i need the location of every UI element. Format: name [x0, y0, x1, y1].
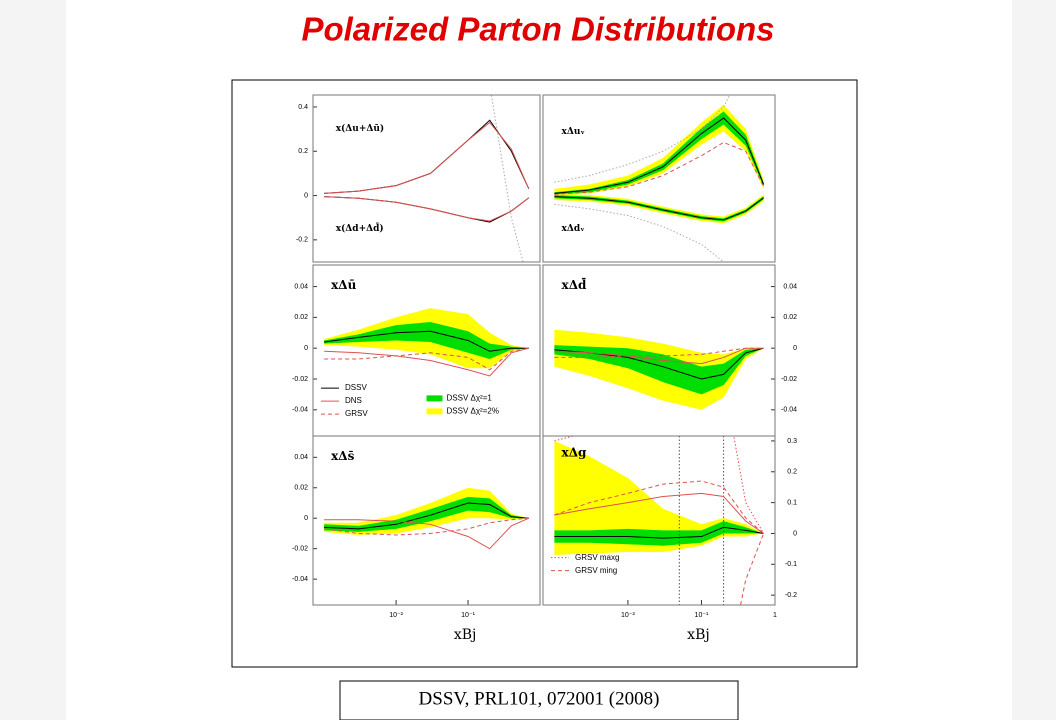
y-tick-label: 0.4 [298, 104, 308, 111]
legend-label: DSSV [345, 383, 367, 392]
legend-label: GRSV ming [575, 566, 617, 575]
y-tick-label: -0.04 [781, 407, 797, 414]
y-tick-label: -0.04 [292, 407, 308, 414]
curve [554, 117, 765, 194]
y-tick-label: 0 [304, 515, 308, 522]
curve [554, 95, 731, 183]
x-tick-label: 10⁻¹ [695, 612, 709, 619]
panel-label: x(Δu+Δū) [336, 123, 384, 134]
y-tick-label: 0 [304, 345, 308, 352]
citation-box [339, 680, 739, 721]
curve [554, 492, 764, 534]
panel [324, 487, 530, 550]
y-tick-label: 0.02 [783, 314, 797, 321]
y-tick-label: -0.02 [781, 376, 797, 383]
y-tick-label: 0.02 [294, 314, 308, 321]
y-tick-label: 0.04 [294, 283, 308, 290]
panel-frame [312, 94, 541, 263]
x-tick-label: 1 [773, 612, 777, 619]
curve [324, 330, 529, 352]
curve [554, 347, 764, 365]
curve [554, 196, 764, 221]
y-tick-label: 0 [793, 530, 797, 537]
panel-label: xΔdᵥ [562, 224, 585, 234]
curve [324, 502, 529, 530]
uncertainty-band [324, 322, 529, 359]
legend-swatch [426, 395, 443, 402]
panel-label: xΔg [562, 445, 587, 459]
panel [324, 308, 529, 377]
y-tick-label: 0.04 [294, 454, 308, 461]
y-tick-label: -0.2 [296, 237, 308, 244]
panel [554, 436, 765, 605]
y-tick-label: 0 [304, 192, 308, 199]
curve [324, 517, 529, 536]
x-tick-label: 10⁻² [621, 612, 635, 619]
uncertainty-band [324, 496, 529, 532]
x-axis-label: xBj [454, 627, 477, 643]
panel [324, 95, 530, 262]
uncertainty-band [554, 345, 764, 395]
legend-label: DNS [345, 396, 362, 405]
y-tick-label: 0.3 [787, 438, 797, 445]
y-tick-label: 0.2 [787, 469, 797, 476]
y-tick-label: 0.1 [787, 499, 797, 506]
legend-label: GRSV maxg [575, 553, 619, 562]
curve [740, 533, 765, 605]
panel-frame [542, 94, 776, 263]
x-tick-label: 10⁻¹ [461, 612, 475, 619]
curve [554, 480, 764, 534]
uncertainty-band [554, 521, 764, 546]
y-tick-label: 0.04 [783, 283, 797, 290]
y-tick-label: 0.2 [298, 148, 308, 155]
curve [554, 141, 765, 195]
slide-margin [0, 0, 66, 720]
curve [324, 347, 529, 377]
y-tick-label: 0 [793, 345, 797, 352]
y-tick-label: -0.1 [785, 561, 797, 568]
slide-margin [1012, 0, 1056, 720]
curve [324, 517, 530, 550]
legend-label: DSSV Δχ²=2% [447, 406, 499, 415]
panel-label: xΔd̄ [562, 276, 587, 292]
panel-label: xΔuᵥ [562, 127, 585, 137]
uncertainty-band [554, 111, 764, 195]
legend-label: DSSV Δχ²=1 [447, 393, 493, 402]
panel-frame [312, 435, 541, 606]
uncertainty-band [554, 195, 764, 222]
panel-label: xΔs̄ [331, 449, 354, 463]
curve [554, 203, 746, 262]
slide-title: Polarized Parton Distributions [301, 11, 774, 48]
x-axis-label: xBj [687, 627, 710, 643]
y-tick-label: -0.2 [785, 592, 797, 599]
legend-swatch [426, 408, 443, 415]
legend-label: GRSV [345, 409, 368, 418]
panel-label: x(Δd+Δd̄) [336, 222, 384, 234]
y-tick-label: -0.04 [292, 576, 308, 583]
curve [324, 196, 530, 222]
curve [324, 121, 530, 194]
curve [554, 347, 764, 358]
panel-label: xΔū [331, 278, 356, 292]
panel [554, 95, 765, 262]
panel [554, 329, 764, 410]
panel-frame [542, 435, 776, 606]
y-tick-label: -0.02 [292, 546, 308, 553]
curve [554, 526, 764, 539]
figure-frame [231, 79, 858, 668]
curve [490, 95, 524, 262]
y-tick-label: -0.02 [292, 376, 308, 383]
y-tick-label: 0.02 [294, 485, 308, 492]
x-tick-label: 10⁻² [389, 612, 403, 619]
citation: DSSV, PRL101, 072001 (2008) [419, 688, 660, 709]
